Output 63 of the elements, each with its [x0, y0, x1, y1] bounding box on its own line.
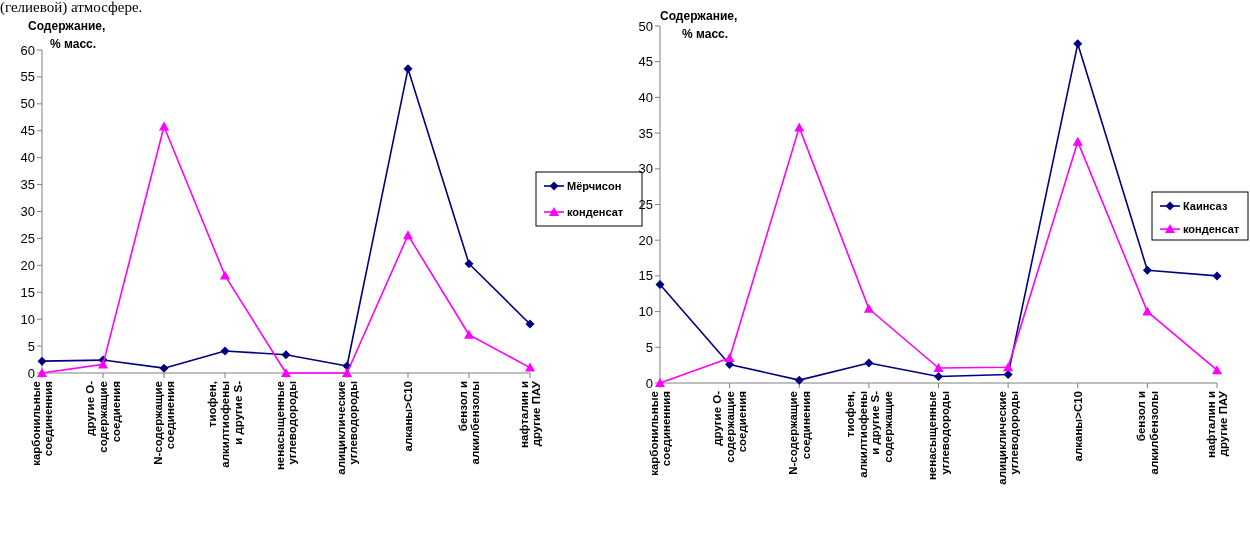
point: [864, 358, 874, 368]
y-tick-label: 40: [20, 150, 35, 166]
y-tick-label: 40: [638, 89, 653, 105]
x-tick-label: карбонильные соединенния: [647, 391, 673, 476]
y-tick-label: 10: [638, 304, 653, 320]
x-tick-label: алканы>С10: [402, 381, 415, 452]
y-tick-label: 20: [638, 232, 653, 248]
point: [220, 346, 230, 356]
point: [655, 279, 665, 289]
y-tick-label: 25: [20, 230, 35, 246]
point: [1003, 362, 1014, 372]
y-tick-label: 5: [27, 338, 35, 354]
point: [1073, 39, 1083, 49]
y-tick-label: 30: [20, 204, 35, 220]
legend-label: конденсат: [567, 205, 624, 218]
point: [1212, 271, 1222, 281]
y-tick-label: 0: [27, 365, 35, 381]
y-tick-label: 0: [645, 375, 653, 391]
y-tick-label: 10: [20, 311, 35, 327]
point: [794, 375, 804, 385]
legend-label: Каинсаз: [1183, 199, 1228, 212]
point: [37, 356, 47, 366]
point: [1212, 365, 1222, 375]
point: [933, 363, 944, 373]
point: [863, 303, 874, 313]
point: [464, 329, 474, 339]
point: [1142, 306, 1153, 316]
y-tick-label: 45: [20, 123, 35, 139]
point: [281, 368, 291, 377]
point: [281, 350, 291, 360]
y-tick-label: 55: [20, 69, 35, 85]
point: [1142, 265, 1152, 275]
point: [934, 372, 943, 382]
point: [724, 353, 735, 363]
point: [220, 270, 230, 280]
y-tick-label: 25: [638, 197, 653, 213]
y-tick-label: 15: [20, 284, 35, 300]
legend-label: конденсат: [1183, 222, 1240, 235]
y-tick-label: 45: [638, 54, 653, 70]
y-tick-label: 35: [638, 125, 653, 141]
y-tick-label: 15: [638, 268, 653, 284]
x-tick-label: карбонильные соединенния: [29, 381, 55, 466]
point: [403, 64, 413, 74]
point: [403, 230, 413, 240]
y-tick-label: 20: [20, 257, 35, 273]
point: [525, 362, 535, 372]
y-tick-label: 30: [638, 161, 653, 177]
point: [794, 122, 805, 132]
point: [525, 319, 535, 329]
y-tick-label: 35: [20, 177, 35, 193]
point: [159, 363, 169, 373]
y-axis-title: Содержание, % масс.: [660, 9, 738, 41]
point: [98, 359, 108, 369]
x-tick-label: алканы>С10: [1071, 391, 1084, 462]
y-tick-label: 50: [638, 18, 653, 34]
legend-label: Мёрчисон: [567, 179, 622, 192]
y-tick-label: 5: [645, 339, 653, 355]
point: [342, 368, 352, 377]
text: (гелиевой) атмосфере.: [0, 0, 143, 16]
point: [1072, 136, 1083, 146]
y-tick-label: 50: [20, 96, 35, 112]
point: [464, 259, 474, 269]
y-tick-label: 60: [20, 42, 35, 58]
